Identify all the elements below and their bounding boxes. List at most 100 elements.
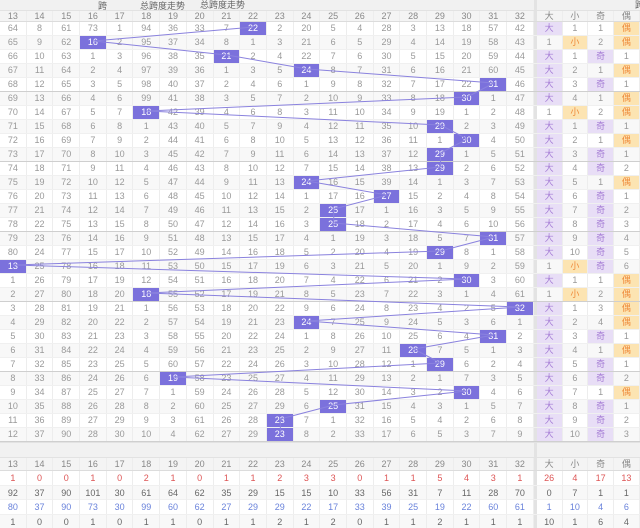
- stat-value-cell: 26: [537, 471, 563, 485]
- miss-count-cell: 7: [294, 414, 321, 427]
- column-header: 27: [374, 11, 401, 21]
- pattern-cell: 10: [563, 428, 589, 441]
- miss-count-cell: 12: [107, 176, 134, 189]
- miss-count-cell: 7: [294, 162, 321, 175]
- miss-count-cell: 3: [400, 386, 427, 399]
- miss-count-cell: 9: [320, 78, 347, 91]
- miss-count-cell: 17: [214, 288, 241, 301]
- miss-count-cell: 88: [53, 400, 80, 413]
- miss-count-cell: 1: [294, 330, 321, 343]
- column-header: 25: [320, 458, 347, 470]
- column-header: 31: [480, 11, 507, 21]
- pattern-cell: 1: [588, 64, 614, 77]
- pattern-cell: 1: [537, 260, 563, 273]
- miss-count-cell: 5: [427, 316, 454, 329]
- top-title-right-segment: 跨: [537, 0, 640, 10]
- trend-row: 80247715171052491416185220419298158大10奇5: [0, 246, 640, 260]
- miss-count-cell: 20: [107, 288, 134, 301]
- miss-count-cell: 18: [27, 162, 54, 175]
- miss-count-cell: 58: [507, 246, 534, 259]
- stat-value-cell: 61: [507, 500, 534, 514]
- miss-count-cell: 5: [427, 232, 454, 245]
- miss-count-cell: 66: [0, 50, 27, 63]
- miss-count-cell: 7: [427, 344, 454, 357]
- miss-count-cell: 29: [240, 428, 267, 441]
- miss-count-cell: 19: [427, 106, 454, 119]
- stat-value-cell: 7: [563, 486, 589, 500]
- stat-value-cell: 28: [480, 486, 507, 500]
- pattern-cell: 偶: [614, 134, 640, 147]
- pattern-cell: 小: [563, 36, 589, 49]
- miss-count-cell: 33: [27, 372, 54, 385]
- stat-value-cell: 25: [400, 500, 427, 514]
- miss-count-cell: 6: [480, 162, 507, 175]
- stat-value-cell: 70: [507, 486, 534, 500]
- stat-value-cell: 15: [267, 486, 294, 500]
- miss-count-cell: 14: [27, 106, 54, 119]
- stat-value-cell: 30: [107, 500, 134, 514]
- miss-count-cell: 5: [107, 78, 134, 91]
- miss-count-cell: 9: [320, 344, 347, 357]
- miss-count-cell: 66: [53, 92, 80, 105]
- miss-count-cell: 10: [320, 358, 347, 371]
- stat-value-cell: 0: [347, 471, 374, 485]
- miss-count-cell: 3: [480, 372, 507, 385]
- miss-count-cell: 2: [107, 36, 134, 49]
- miss-count-cell: 46: [187, 204, 214, 217]
- miss-count-cell: 10: [0, 400, 27, 413]
- miss-count-cell: 27: [27, 288, 54, 301]
- pattern-cell: 偶: [614, 106, 640, 119]
- pattern-cell: 奇: [588, 148, 614, 161]
- miss-count-cell: 6: [214, 134, 241, 147]
- pattern-cell: 4: [563, 92, 589, 105]
- miss-count-cell: 11: [320, 372, 347, 385]
- pattern-cell: 1: [563, 302, 589, 315]
- miss-count-cell: 19: [27, 176, 54, 189]
- drawn-span-cell: 22: [240, 22, 267, 35]
- pattern-cell: 1: [614, 400, 640, 413]
- miss-count-cell: 10: [480, 218, 507, 231]
- miss-count-cell: 6: [507, 386, 534, 399]
- miss-count-cell: 14: [80, 232, 107, 245]
- pattern-cell: 2: [563, 134, 589, 147]
- miss-count-cell: 29: [347, 372, 374, 385]
- stats-row: 9237901013061646235291515103356317112870…: [0, 486, 640, 501]
- pattern-cell: 5: [563, 176, 589, 189]
- pattern-cell: 大: [537, 344, 563, 357]
- miss-count-cell: 6: [320, 36, 347, 49]
- miss-count-cell: 13: [427, 22, 454, 35]
- miss-count-cell: 94: [133, 22, 160, 35]
- miss-count-cell: 27: [107, 386, 134, 399]
- miss-count-cell: 1: [427, 372, 454, 385]
- miss-count-cell: 23: [347, 288, 374, 301]
- miss-count-cell: 4: [507, 358, 534, 371]
- column-header: 26: [347, 11, 374, 21]
- miss-count-cell: 73: [53, 190, 80, 203]
- trend-row: 72166979244416810513123611130450大21偶: [0, 134, 640, 148]
- stat-value-cell: 30: [107, 486, 134, 500]
- trend-row: 661063139638352124227630515205944大1奇1: [0, 50, 640, 64]
- miss-count-cell: 16: [107, 232, 134, 245]
- miss-count-cell: 35: [374, 120, 401, 133]
- pattern-cell: 大: [537, 64, 563, 77]
- miss-count-cell: 16: [240, 246, 267, 259]
- miss-count-cell: 15: [240, 232, 267, 245]
- miss-count-cell: 72: [53, 176, 80, 189]
- miss-count-cell: 2: [80, 64, 107, 77]
- miss-count-cell: 2: [427, 190, 454, 203]
- miss-count-cell: 4: [347, 22, 374, 35]
- miss-count-cell: 16: [347, 190, 374, 203]
- miss-count-cell: 20: [80, 316, 107, 329]
- miss-count-cell: 7: [454, 232, 481, 245]
- miss-count-cell: 24: [240, 358, 267, 371]
- miss-count-cell: 97: [133, 64, 160, 77]
- miss-count-cell: 78: [53, 260, 80, 273]
- miss-count-cell: 5: [133, 358, 160, 371]
- miss-count-cell: 7: [133, 386, 160, 399]
- pattern-cell: 奇: [588, 190, 614, 203]
- miss-count-cell: 46: [507, 78, 534, 91]
- stat-value-cell: 0: [27, 515, 54, 528]
- miss-count-cell: 8: [294, 288, 321, 301]
- pattern-cell: 2: [563, 316, 589, 329]
- stat-value-cell: 56: [374, 486, 401, 500]
